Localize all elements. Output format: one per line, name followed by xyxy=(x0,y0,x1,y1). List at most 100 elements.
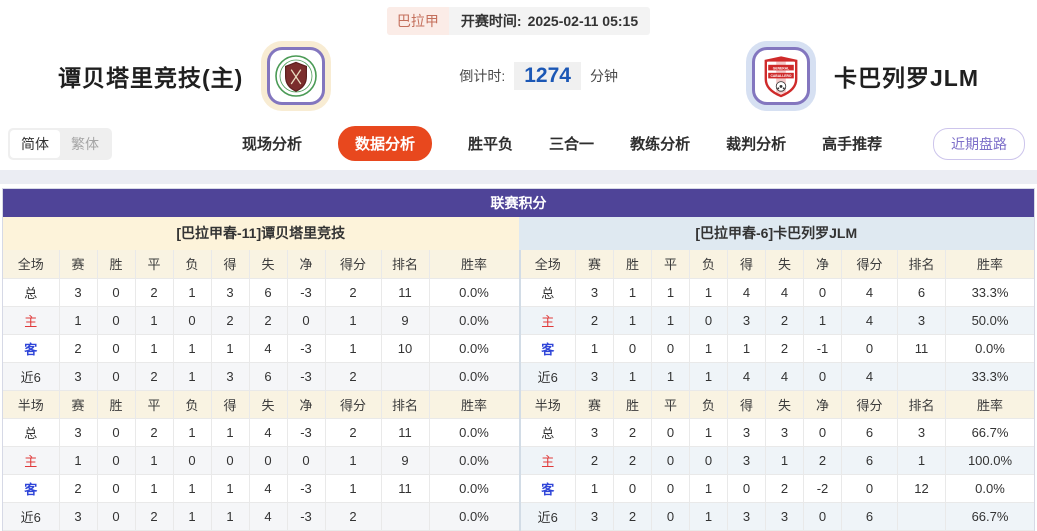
table-cell: 0 xyxy=(173,446,212,475)
table-cell: -3 xyxy=(287,474,326,503)
recent-odds-button[interactable]: 近期盘路 xyxy=(933,127,1025,160)
away-stats-table: 全场赛胜平负得失净得分 排名 胜率总 3 1 1 1 4 4 0 4 6 33.3% 主 2 1 1 0 3 2 1 4 3… xyxy=(518,250,1034,531)
table-cell: 9 xyxy=(381,306,430,335)
svg-text:CABALLERO: CABALLERO xyxy=(770,74,791,78)
table-row: 主 2 1 1 0 3 2 1 4 3 50.0% xyxy=(519,306,1034,335)
column-header: 得分 xyxy=(841,250,898,279)
column-header: 胜率 xyxy=(429,390,519,419)
nav-tab[interactable]: 裁判分析 xyxy=(726,136,787,153)
table-cell: 0 xyxy=(689,306,728,335)
table-cell xyxy=(897,362,946,391)
row-label: 主 xyxy=(519,446,576,475)
table-cell: 1 xyxy=(325,446,382,475)
table-cell: 0 xyxy=(97,446,136,475)
kickoff-value: 2025-02-11 05:15 xyxy=(527,13,639,29)
table-row: 客 1 0 0 1 0 2 -2 0 12 0.0% xyxy=(519,474,1034,503)
nav-tab[interactable]: 胜平负 xyxy=(468,136,514,153)
table-cell: 0 xyxy=(97,306,136,335)
table-cell: 2 xyxy=(325,362,382,391)
table-cell: 3 xyxy=(727,446,766,475)
home-team-name: 谭贝塔里竞技(主) xyxy=(58,65,244,91)
table-cell: 3 xyxy=(727,418,766,447)
table-cell: 6 xyxy=(249,362,288,391)
table-cell: 0 xyxy=(97,362,136,391)
table-cell: 6 xyxy=(841,446,898,475)
row-label: 客 xyxy=(519,474,576,503)
table-cell: 1 xyxy=(135,334,174,363)
column-header: 胜率 xyxy=(945,250,1034,279)
column-header: 胜 xyxy=(613,390,652,419)
home-team-logo-icon xyxy=(267,47,326,105)
svg-text:GENERAL: GENERAL xyxy=(773,67,789,71)
table-row: 近6 3 1 1 1 4 4 0 4 33.3% xyxy=(519,362,1034,391)
table-cell: 4 xyxy=(841,362,898,391)
countdown-unit: 分钟 xyxy=(589,68,618,84)
nav-tab[interactable]: 现场分析 xyxy=(242,136,303,153)
table-cell: -3 xyxy=(287,502,326,531)
column-header: 赛 xyxy=(575,390,614,419)
nav-tabs: 现场分析 数据分析 胜平负 三合一 教练分析 裁判分析 高手推荐 xyxy=(242,126,882,161)
table-cell: 2 xyxy=(765,474,804,503)
table-cell: 2 xyxy=(325,278,382,307)
section-divider xyxy=(0,170,1037,184)
row-label: 客 xyxy=(519,334,576,363)
column-header: 排名 xyxy=(897,390,946,419)
column-header: 得 xyxy=(211,250,250,279)
table-cell: 0 xyxy=(287,446,326,475)
column-header: 胜率 xyxy=(945,390,1034,419)
column-header: 得 xyxy=(727,250,766,279)
table-cell: 0 xyxy=(97,418,136,447)
table-cell: 2 xyxy=(803,446,842,475)
row-label: 总 xyxy=(3,278,60,307)
column-header: 净 xyxy=(287,250,326,279)
nav-tab[interactable]: 高手推荐 xyxy=(822,136,883,153)
table-cell: 4 xyxy=(765,278,804,307)
table-cell: 12 xyxy=(897,474,946,503)
table-cell: 2 xyxy=(325,418,382,447)
kickoff-time: 开赛时间: 2025-02-11 05:15 xyxy=(449,7,650,35)
column-header: 排名 xyxy=(381,250,430,279)
table-cell: 2 xyxy=(765,306,804,335)
column-header: 赛 xyxy=(575,250,614,279)
table-cell: 2 xyxy=(575,446,614,475)
table-cell: 0 xyxy=(97,474,136,503)
table-cell: 2 xyxy=(575,306,614,335)
table-cell: 1 xyxy=(613,362,652,391)
lang-traditional-button[interactable]: 繁体 xyxy=(71,135,99,152)
nav-tab[interactable]: 三合一 xyxy=(549,136,595,153)
lang-simplified-button[interactable]: 简体 xyxy=(10,129,60,158)
table-cell: 3 xyxy=(575,278,614,307)
table-cell: 0 xyxy=(211,446,250,475)
row-label: 主 xyxy=(3,306,60,335)
table-cell: 1 xyxy=(689,474,728,503)
table-cell: 3 xyxy=(59,362,98,391)
column-header: 净 xyxy=(803,390,842,419)
column-header: 得分 xyxy=(841,390,898,419)
table-row: 总 3 2 0 1 3 3 0 6 3 66.7% xyxy=(519,418,1034,447)
column-header: 失 xyxy=(765,390,804,419)
table-cell: 2 xyxy=(135,418,174,447)
table-cell: 0 xyxy=(97,278,136,307)
table-cell: 0.0% xyxy=(429,418,519,447)
column-header-row: 半场赛胜平负得失净得分 排名 胜率 xyxy=(3,390,519,419)
table-cell: 0.0% xyxy=(429,362,519,391)
team-subheaders: [巴拉甲春-11]谭贝塔里竞技 [巴拉甲春-6]卡巴列罗JLM xyxy=(3,217,1034,250)
row-label: 总 xyxy=(519,278,576,307)
table-cell: 6 xyxy=(897,278,946,307)
table-cell: 0 xyxy=(97,334,136,363)
row-label: 近6 xyxy=(3,362,60,391)
nav-tab[interactable]: 教练分析 xyxy=(630,136,691,153)
column-header-row: 全场赛胜平负得失净得分 排名 胜率 xyxy=(519,250,1034,279)
table-cell: 0 xyxy=(727,474,766,503)
table-cell: 0 xyxy=(613,334,652,363)
table-cell: 2 xyxy=(59,334,98,363)
column-header: 胜 xyxy=(613,250,652,279)
table-cell: 1 xyxy=(651,306,690,335)
table-cell: 2 xyxy=(135,362,174,391)
table-cell: 3 xyxy=(575,418,614,447)
table-title: 联赛积分 xyxy=(3,189,1034,217)
column-header: 平 xyxy=(135,390,174,419)
nav-tab[interactable]: 数据分析 xyxy=(338,126,433,161)
column-header: 平 xyxy=(651,250,690,279)
table-cell: 2 xyxy=(59,474,98,503)
